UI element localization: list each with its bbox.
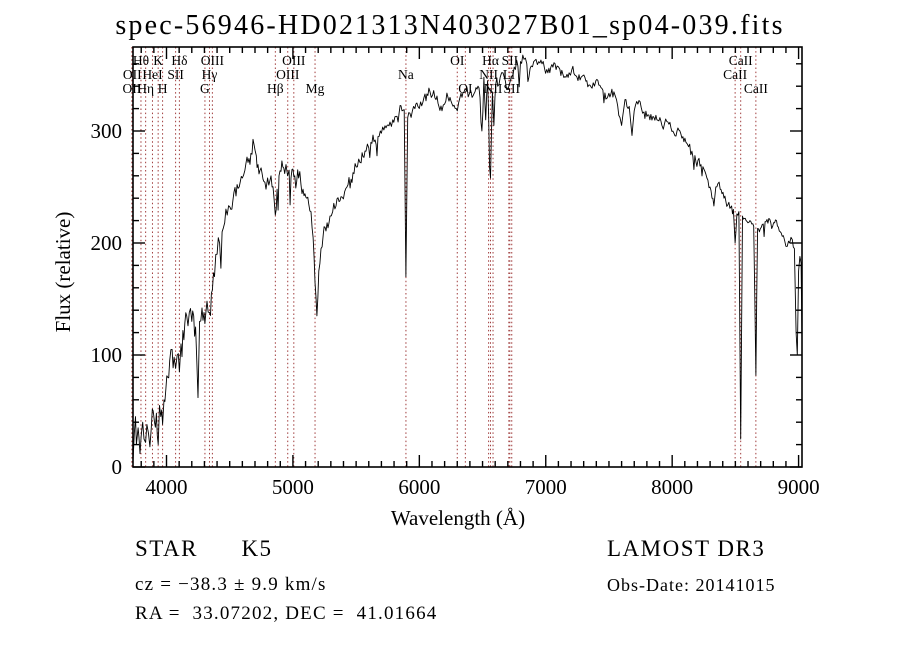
axes-frame <box>132 46 803 468</box>
x-tick-label: 7000 <box>525 475 567 499</box>
x-tick-label: 9000 <box>778 475 820 499</box>
spectral-line-label: OI <box>458 81 473 96</box>
spectral-line-label: CaII <box>744 81 768 96</box>
spectral-line-label: SII <box>503 81 520 96</box>
obs-date-text: Obs-Date: 20141015 <box>607 575 776 595</box>
y-tick-label: 200 <box>91 231 123 255</box>
spectrum-trace <box>132 54 803 462</box>
spectral-line-label: HeI <box>142 67 163 82</box>
spectral-line-label: CaII <box>723 67 747 82</box>
spectral-line-label: G <box>200 81 210 96</box>
tick-labels: 4000 5000 6000 7000 8000 9000 0 100 200 300 <box>91 119 820 499</box>
spectral-line-label: OIII <box>201 53 225 68</box>
spectral-line-label: Hβ <box>267 81 284 96</box>
spectral-line-label: Na <box>398 67 414 82</box>
y-tick-label: 300 <box>91 119 123 143</box>
spectral-line-label: Mg <box>306 81 325 96</box>
spectral-line-label: K <box>153 53 163 68</box>
survey-release-text: LAMOST DR3 <box>607 536 766 561</box>
spectral-line-label: SII <box>167 67 184 82</box>
spectral-line-label: OIII <box>276 67 300 82</box>
spectral-line-label: SII <box>502 53 519 68</box>
spectral-line-labels: OIIOIIHθHηHeIKHSIIHδGHγOIIIHβOIIIOIIIMgN… <box>122 53 768 96</box>
spectral-line-label: OIII <box>282 53 306 68</box>
spectral-line-label: Li <box>503 67 515 82</box>
spectral-line-markers <box>131 47 757 467</box>
y-axis-title: Flux (relative) <box>51 212 75 333</box>
radial-velocity-text: cz = −38.3 ± 9.9 km/s <box>135 574 327 595</box>
spectral-line-label: Hθ <box>133 53 149 68</box>
x-axis-title: Wavelength (Å) <box>391 506 525 530</box>
x-tick-label: 4000 <box>146 475 188 499</box>
spectral-line-label: CaII <box>729 53 753 68</box>
x-tick-label: 6000 <box>398 475 440 499</box>
spectral-line-label: H <box>158 81 168 96</box>
y-tick-label: 100 <box>91 343 123 367</box>
spectral-line-label: Hδ <box>171 53 187 68</box>
spectral-line-label: NII <box>484 81 503 96</box>
spectral-line-label: OI <box>450 53 465 68</box>
spectral-line-label: OII <box>122 81 141 96</box>
y-tick-label: 0 <box>112 455 123 479</box>
spectral-line-label: Hγ <box>202 67 218 82</box>
plot-title: spec-56946-HD021313N403027B01_sp04-039.f… <box>115 10 785 41</box>
object-class-text: STAR K5 <box>135 536 273 561</box>
spectral-line-label: NII <box>479 67 498 82</box>
x-tick-label: 5000 <box>272 475 314 499</box>
spectral-line-label: Hη <box>137 81 154 96</box>
ra-dec-text: RA = 33.07202, DEC = 41.01664 <box>135 603 438 624</box>
spectral-line-label: Hα <box>482 53 499 68</box>
x-tick-label: 8000 <box>651 475 693 499</box>
